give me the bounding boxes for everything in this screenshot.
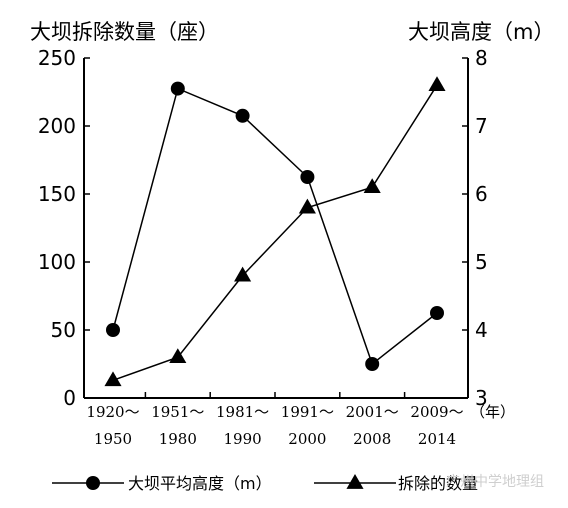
x-tick-label-top: 2009～ xyxy=(410,403,463,421)
left-tick-label: 150 xyxy=(38,182,76,206)
circle-marker xyxy=(300,170,315,184)
legend: 大坝平均高度（m） 拆除的数量 xyxy=(52,474,478,493)
right-tick-label: 7 xyxy=(475,114,488,138)
left-tick-label: 200 xyxy=(38,114,76,138)
circle-marker xyxy=(170,81,185,96)
ticks: 0 50 100 150 200 250 3 4 5 6 7 8 1920～ 1950 1951～ 1980 1… xyxy=(38,46,488,448)
legend-triangle-marker xyxy=(346,474,364,489)
triangle-marker xyxy=(428,76,446,92)
right-axis-title: 大坝高度（m） xyxy=(408,20,554,44)
right-tick-label: 4 xyxy=(475,318,488,342)
triangle-marker xyxy=(169,348,187,364)
left-tick-label: 100 xyxy=(38,250,76,274)
x-tick-label-bottom: 2008 xyxy=(353,430,391,448)
x-tick-label-top: 1951～ xyxy=(151,403,204,421)
x-tick-label-bottom: 1950 xyxy=(94,430,132,448)
legend-label-circle: 大坝平均高度（m） xyxy=(128,474,272,493)
right-tick-label: 8 xyxy=(475,46,488,70)
circle-marker xyxy=(106,323,120,337)
series-line-circle xyxy=(112,87,438,366)
x-tick-label-top: 1981～ xyxy=(216,403,269,421)
right-tick-label: 5 xyxy=(475,250,488,274)
left-axis-title: 大坝拆除数量（座） xyxy=(30,20,219,44)
triangle-marker xyxy=(363,178,381,194)
x-unit-label: （年） xyxy=(470,403,515,421)
circle-marker xyxy=(430,306,444,320)
legend-circle-marker xyxy=(86,476,100,490)
x-tick-label-bottom: 1990 xyxy=(224,430,262,448)
triangle-marker xyxy=(298,198,316,214)
x-tick-label-top: 1920～ xyxy=(86,403,139,421)
x-tick-label-top: 1991～ xyxy=(281,403,334,421)
left-tick-label: 250 xyxy=(38,46,76,70)
circle-marker xyxy=(365,357,380,371)
x-tick-label-top: 2001～ xyxy=(346,403,399,421)
x-tick-label-bottom: 1980 xyxy=(159,430,197,448)
triangle-marker xyxy=(234,266,252,282)
x-tick-label-bottom: 2000 xyxy=(288,430,326,448)
left-tick-label: 0 xyxy=(63,386,76,410)
left-tick-label: 50 xyxy=(51,318,76,342)
right-tick-label: 3 xyxy=(475,386,488,410)
axes xyxy=(83,58,469,399)
legend-label-triangle: 拆除的数量 xyxy=(398,474,478,493)
triangle-marker xyxy=(104,371,122,387)
series xyxy=(104,76,446,387)
right-tick-label: 6 xyxy=(475,182,488,206)
circle-marker xyxy=(235,108,250,123)
watermark: 广州中学地理组 xyxy=(446,474,544,490)
x-tick-label-bottom: 2014 xyxy=(418,430,456,448)
series-line-triangle xyxy=(112,84,438,382)
